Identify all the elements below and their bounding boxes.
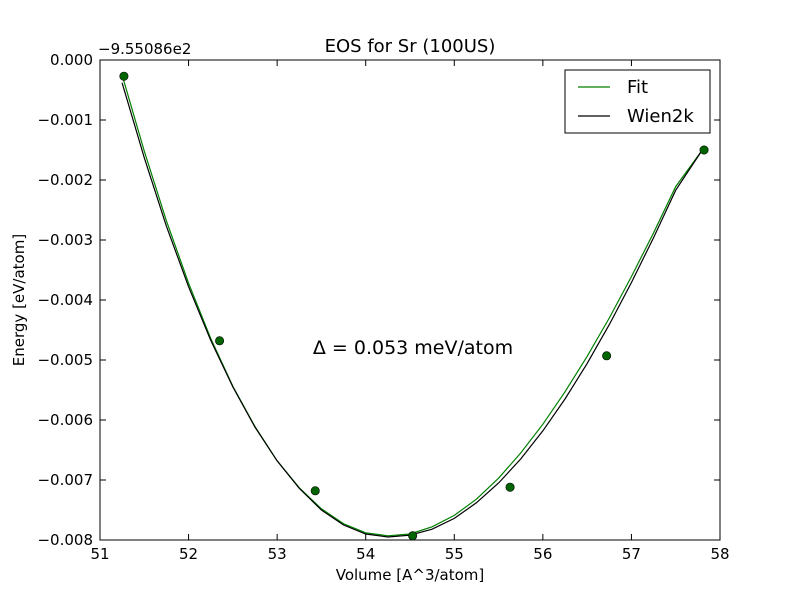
y-axis-label: Energy [eV/atom] — [10, 234, 28, 366]
data-points — [119, 71, 709, 541]
legend: Fit Wien2k — [564, 69, 711, 134]
y-tick-label: −0.003 — [37, 231, 93, 249]
delta-annotation: Δ = 0.053 meV/atom — [313, 337, 513, 359]
chart-title: EOS for Sr (100US) — [325, 36, 496, 57]
data-point — [310, 486, 320, 496]
y-tick-label: 0.000 — [50, 51, 93, 69]
x-tick-label: 51 — [90, 545, 109, 563]
y-tick-label: −0.005 — [37, 351, 93, 369]
x-tick-label: 52 — [179, 545, 198, 563]
data-point — [602, 351, 612, 361]
y-tick-label: −0.008 — [37, 531, 93, 549]
legend-wien2k-label: Wien2k — [627, 106, 694, 127]
x-tick-label: 55 — [445, 545, 464, 563]
x-tick-label: 56 — [533, 545, 552, 563]
y-offset-label: −9.55086e2 — [98, 40, 191, 58]
data-point — [119, 71, 129, 81]
x-tick-label: 58 — [710, 545, 729, 563]
data-point — [408, 531, 418, 541]
y-tick-label: −0.006 — [37, 411, 93, 429]
data-point — [215, 336, 225, 346]
y-tick-label: −0.004 — [37, 291, 93, 309]
y-axis-ticks: 0.000 −0.001 −0.002 −0.003 −0.004 −0.005 −0.00… — [37, 51, 720, 549]
y-tick-label: −0.007 — [37, 471, 93, 489]
legend-box — [564, 69, 711, 134]
data-point — [505, 482, 515, 492]
x-tick-label: 53 — [268, 545, 287, 563]
y-tick-label: −0.002 — [37, 171, 93, 189]
x-tick-label: 54 — [356, 545, 375, 563]
x-axis-ticks: 51 52 53 54 55 56 57 58 — [90, 60, 730, 563]
x-axis-label: Volume [A^3/atom] — [336, 566, 485, 584]
data-point — [699, 145, 709, 155]
x-tick-label: 57 — [622, 545, 641, 563]
y-tick-label: −0.001 — [37, 111, 93, 129]
legend-fit-label: Fit — [627, 77, 648, 98]
